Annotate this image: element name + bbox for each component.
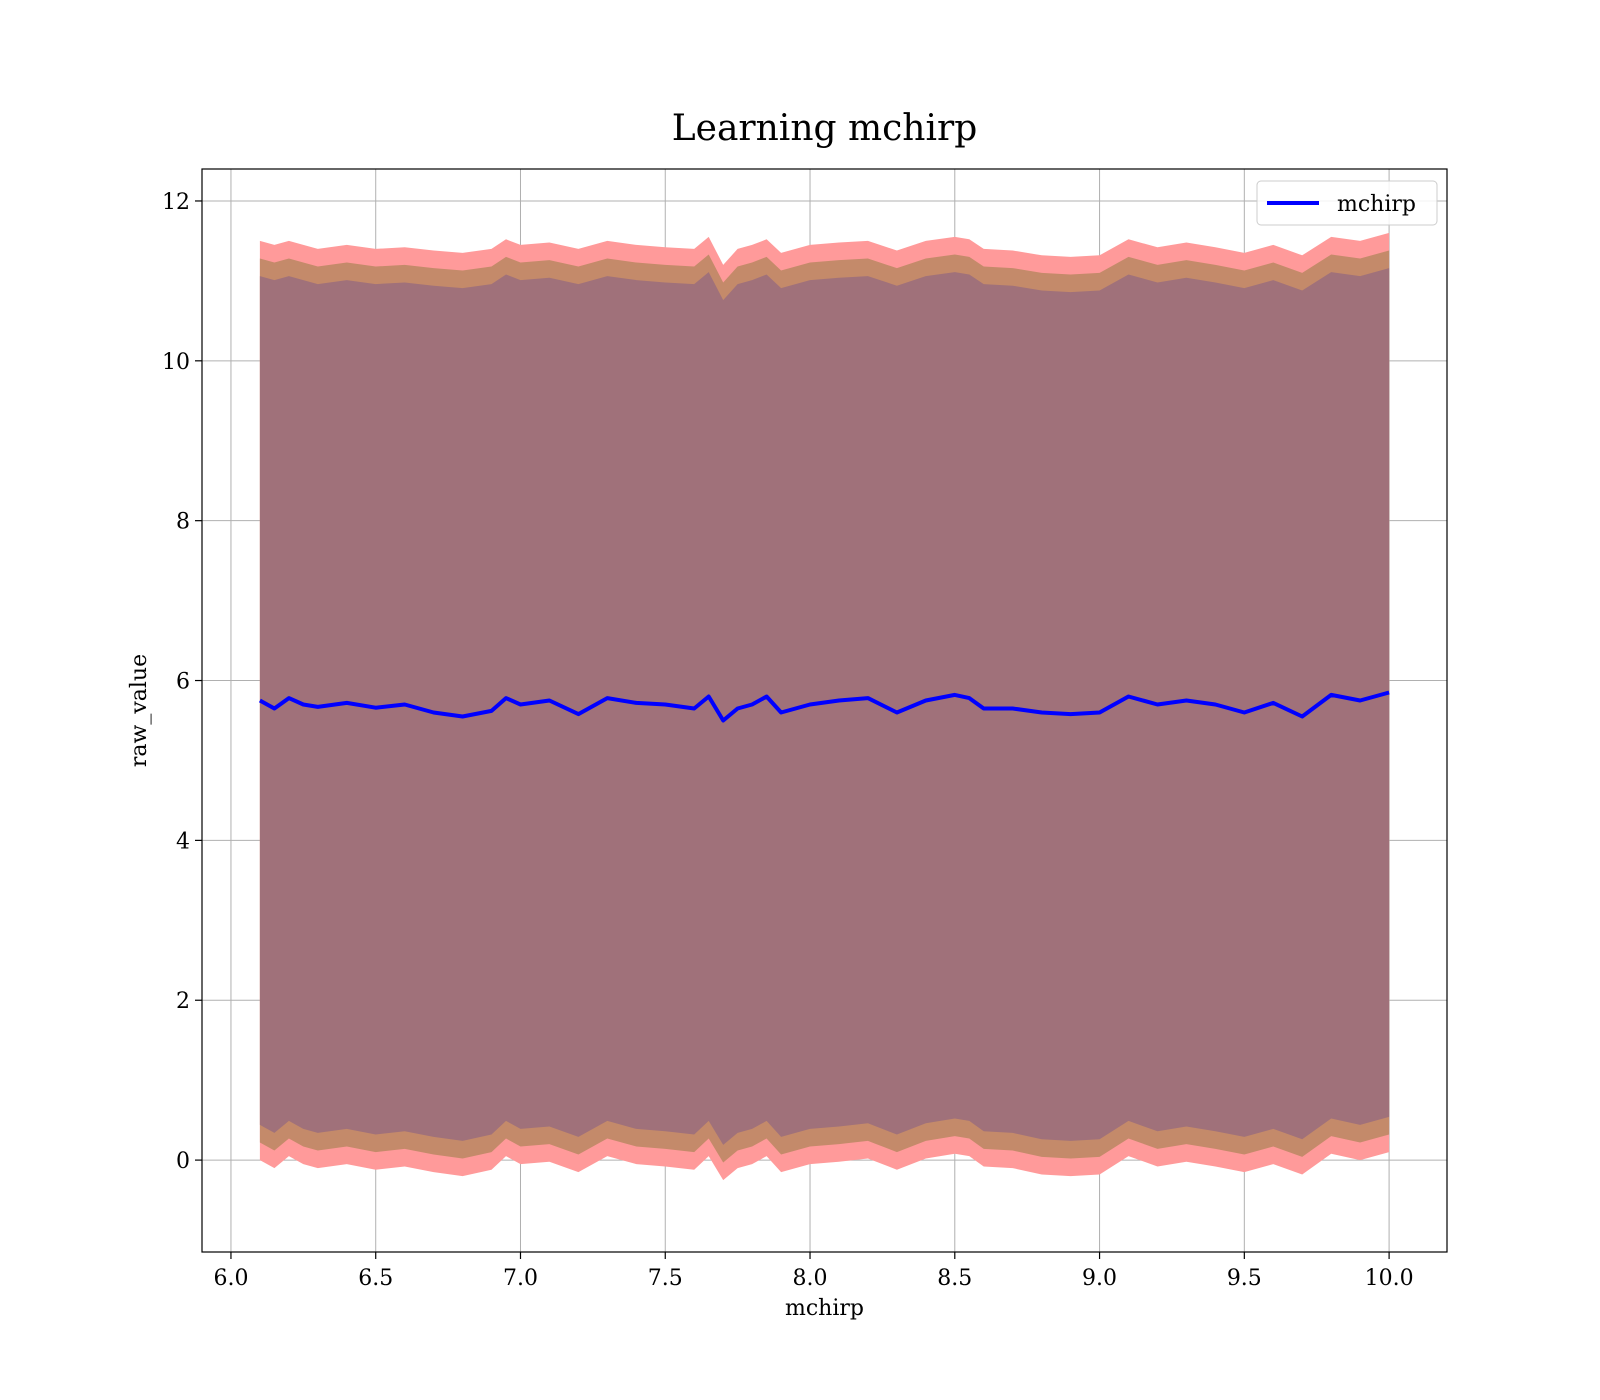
y-tick-label-5: 10 [162, 350, 190, 375]
confidence-bands [259, 232, 1390, 1181]
x-tick-label-4: 8.0 [793, 1266, 828, 1291]
series-line-0 [258, 690, 1390, 723]
x-tick-label-5: 8.5 [937, 1266, 972, 1291]
x-axis-label: mchirp [785, 1296, 864, 1321]
series-lines [258, 690, 1390, 723]
x-tick-label-1: 6.5 [358, 1266, 393, 1291]
y-tick-label-4: 8 [176, 510, 190, 535]
y-tick-label-2: 4 [176, 829, 190, 854]
y-axis-ticks: 0 2 4 6 8 10 12 [162, 190, 202, 1174]
plot-frame [201, 168, 1448, 1253]
x-tick-label-7: 9.5 [1227, 1266, 1262, 1291]
y-tick-label-6: 12 [162, 190, 190, 215]
x-tick-label-0: 6.0 [213, 1266, 248, 1291]
x-tick-label-8: 10.0 [1365, 1266, 1414, 1291]
y-axis-label: raw_value [127, 654, 152, 767]
y-tick-label-3: 6 [176, 670, 190, 695]
legend-label: mchirp [1337, 192, 1416, 217]
y-tick-label-1: 2 [176, 989, 190, 1014]
x-tick-label-6: 9.0 [1082, 1266, 1117, 1291]
y-tick-label-0: 0 [176, 1149, 190, 1174]
band-inner-0 [259, 268, 1390, 1145]
chart-title: Learning mchirp [672, 108, 978, 149]
legend: mchirp [1256, 180, 1438, 226]
x-axis-ticks: 6.0 6.5 7.0 7.5 8.0 8.5 9.0 9.5 10.0 [213, 1252, 1414, 1291]
x-tick-label-2: 7.0 [503, 1266, 538, 1291]
legend-box [1256, 180, 1438, 226]
x-tick-label-3: 7.5 [648, 1266, 683, 1291]
